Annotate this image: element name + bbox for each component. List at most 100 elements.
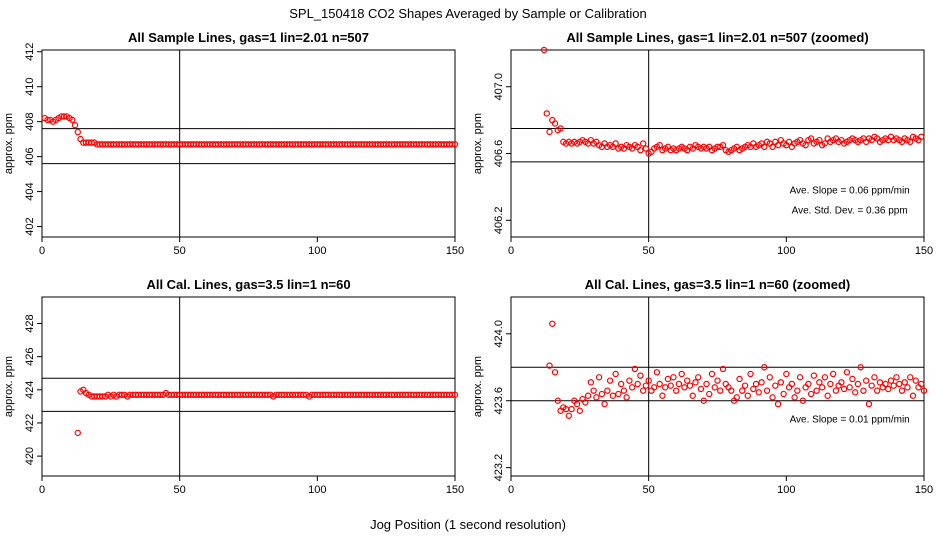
data-point bbox=[761, 143, 768, 151]
data-point bbox=[692, 379, 699, 386]
data-point bbox=[573, 400, 581, 408]
y-tick-label: 404 bbox=[24, 182, 36, 200]
data-point bbox=[918, 133, 925, 141]
data-point bbox=[769, 394, 776, 401]
y-tick-label: 424.0 bbox=[493, 320, 505, 348]
data-point bbox=[747, 370, 754, 378]
data-point bbox=[774, 141, 782, 149]
x-tick-label: 0 bbox=[508, 484, 514, 496]
y-tick-label: 406 bbox=[24, 147, 36, 165]
stat-annotation: Ave. Slope = 0.01 ppm/min bbox=[790, 414, 910, 425]
data-point bbox=[838, 379, 845, 386]
data-point bbox=[617, 380, 625, 388]
data-point bbox=[557, 125, 564, 132]
data-point bbox=[758, 379, 765, 386]
data-point bbox=[554, 397, 562, 404]
data-point bbox=[708, 370, 716, 378]
figure-title: SPL_150418 CO2 Shapes Averaged by Sample… bbox=[289, 6, 647, 21]
data-point bbox=[656, 380, 663, 388]
data-point bbox=[637, 372, 644, 379]
data-point bbox=[736, 375, 743, 383]
data-point bbox=[700, 397, 707, 404]
panel-cal-lines-zoomed: All Cal. Lines, gas=3.5 lin=1 n=60 (zoom… bbox=[472, 277, 933, 496]
y-tick-label: 423.6 bbox=[493, 387, 505, 415]
data-point bbox=[816, 379, 823, 386]
data-point bbox=[264, 391, 271, 398]
data-point bbox=[639, 140, 647, 147]
x-tick-label: 50 bbox=[174, 484, 186, 496]
data-point bbox=[807, 135, 815, 142]
data-point bbox=[681, 384, 688, 391]
y-tick-label: 426 bbox=[24, 347, 36, 365]
data-point bbox=[827, 380, 834, 388]
data-point bbox=[876, 379, 884, 386]
data-point bbox=[805, 380, 812, 388]
data-point bbox=[604, 387, 611, 394]
data-point bbox=[862, 377, 870, 384]
data-point bbox=[857, 364, 864, 371]
data-point bbox=[587, 379, 595, 386]
data-point bbox=[593, 394, 600, 401]
data-point bbox=[904, 384, 911, 391]
data-point bbox=[664, 375, 672, 383]
data-point bbox=[612, 140, 619, 147]
data-point bbox=[860, 387, 867, 394]
y-tick-label: 424 bbox=[24, 381, 36, 399]
data-point bbox=[576, 407, 584, 414]
data-point bbox=[99, 393, 106, 400]
data-point bbox=[714, 377, 721, 384]
data-point bbox=[885, 385, 892, 393]
y-tick-label: 406.6 bbox=[493, 140, 505, 168]
data-point bbox=[623, 394, 630, 401]
data-point bbox=[741, 382, 749, 389]
data-point bbox=[796, 374, 804, 381]
data-point bbox=[813, 387, 820, 394]
data-point bbox=[689, 392, 696, 399]
data-point bbox=[568, 405, 575, 413]
data-point bbox=[673, 387, 680, 394]
x-tick-label: 100 bbox=[777, 245, 795, 257]
data-point bbox=[829, 370, 837, 378]
data-point bbox=[763, 387, 771, 394]
data-point bbox=[642, 382, 650, 389]
data-point bbox=[750, 385, 757, 393]
panel-title: All Sample Lines, gas=1 lin=2.01 n=507 bbox=[128, 30, 369, 45]
x-tick-label: 0 bbox=[508, 245, 514, 257]
data-point bbox=[595, 374, 603, 381]
data-point bbox=[739, 387, 746, 394]
data-point bbox=[706, 390, 713, 398]
data-point bbox=[868, 382, 875, 389]
x-tick-label: 150 bbox=[915, 245, 933, 257]
data-point bbox=[774, 400, 782, 408]
y-axis-label: approx. ppm bbox=[472, 356, 484, 417]
data-point bbox=[865, 400, 873, 408]
data-point bbox=[898, 387, 906, 394]
data-point bbox=[887, 377, 895, 384]
data-point bbox=[661, 384, 669, 391]
data-point bbox=[920, 387, 928, 394]
data-point bbox=[71, 121, 79, 129]
data-point bbox=[818, 384, 826, 391]
stat-annotation: Ave. Std. Dev. = 0.36 ppm bbox=[792, 206, 908, 217]
data-point bbox=[598, 390, 606, 398]
data-point bbox=[634, 380, 641, 388]
data-point bbox=[551, 369, 559, 376]
data-point bbox=[901, 379, 908, 386]
data-point bbox=[612, 370, 619, 378]
data-point bbox=[711, 384, 718, 391]
data-point bbox=[755, 389, 763, 396]
data-point bbox=[675, 380, 683, 388]
data-point bbox=[449, 391, 456, 398]
data-point bbox=[766, 374, 774, 381]
y-tick-label: 406.2 bbox=[493, 207, 505, 235]
data-point bbox=[752, 380, 760, 388]
data-point bbox=[851, 389, 859, 396]
y-tick-label: 402 bbox=[24, 217, 36, 235]
data-point bbox=[697, 385, 705, 393]
x-tick-label: 100 bbox=[308, 484, 326, 496]
y-axis-label: approx. ppm bbox=[472, 113, 484, 174]
x-tick-label: 50 bbox=[643, 484, 655, 496]
data-point bbox=[882, 380, 889, 388]
